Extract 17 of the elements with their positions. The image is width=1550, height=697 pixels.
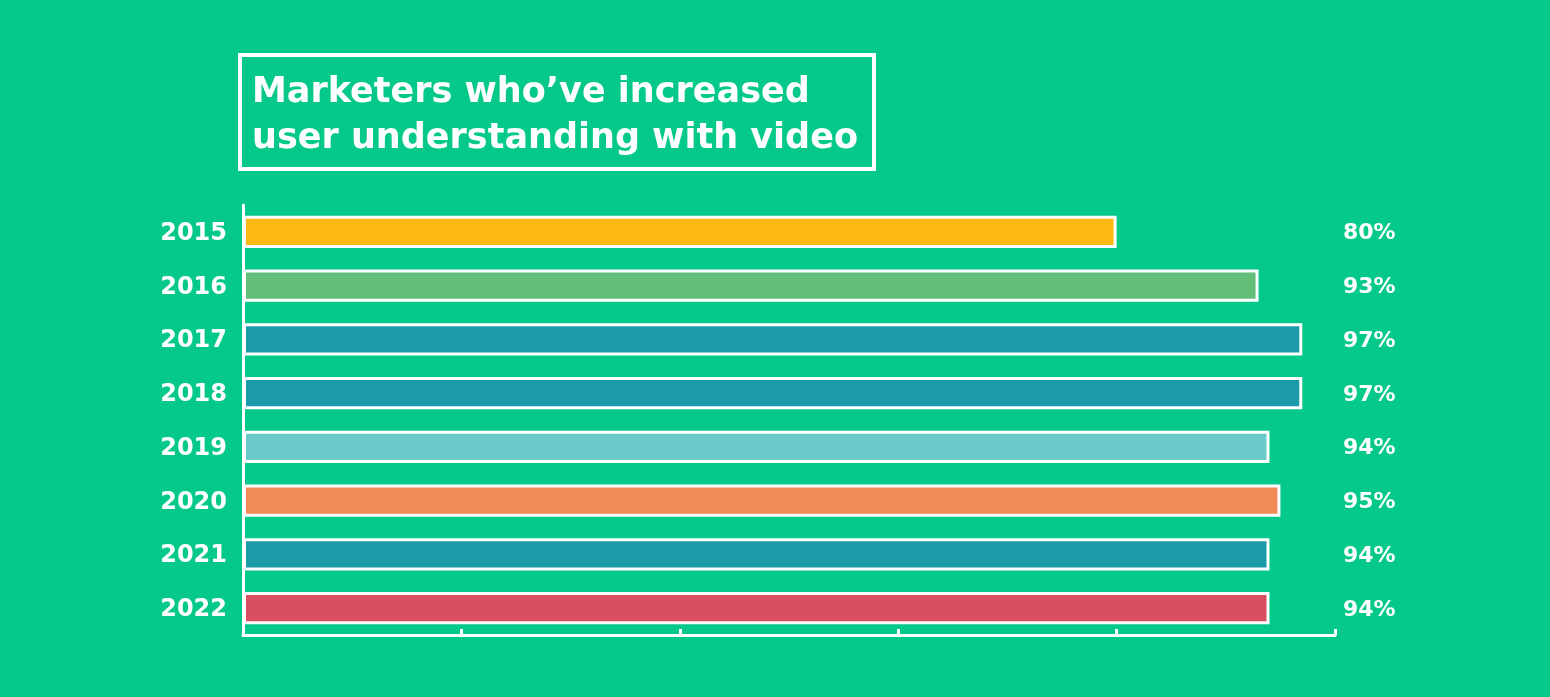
y-tick-label: 2018 xyxy=(160,379,227,408)
data-label: 80% xyxy=(1343,219,1396,245)
y-tick-label: 2016 xyxy=(160,271,227,300)
y-tick-label: 2015 xyxy=(160,217,227,246)
y-tick-label: 2017 xyxy=(160,325,227,354)
data-label: 94% xyxy=(1343,434,1396,460)
y-tick-label: 2021 xyxy=(160,540,227,569)
data-label: 95% xyxy=(1343,488,1396,514)
y-tick-label: 2022 xyxy=(160,594,227,623)
chart-title: Marketers who’ve increased user understanding with video xyxy=(252,70,858,156)
data-label: 97% xyxy=(1343,326,1396,352)
data-label: 97% xyxy=(1343,380,1396,406)
y-tick-label: 2019 xyxy=(160,432,227,461)
data-label: 93% xyxy=(1343,273,1396,299)
data-label: 94% xyxy=(1343,541,1396,567)
y-tick-label: 2020 xyxy=(160,486,227,515)
data-label: 94% xyxy=(1343,595,1396,621)
